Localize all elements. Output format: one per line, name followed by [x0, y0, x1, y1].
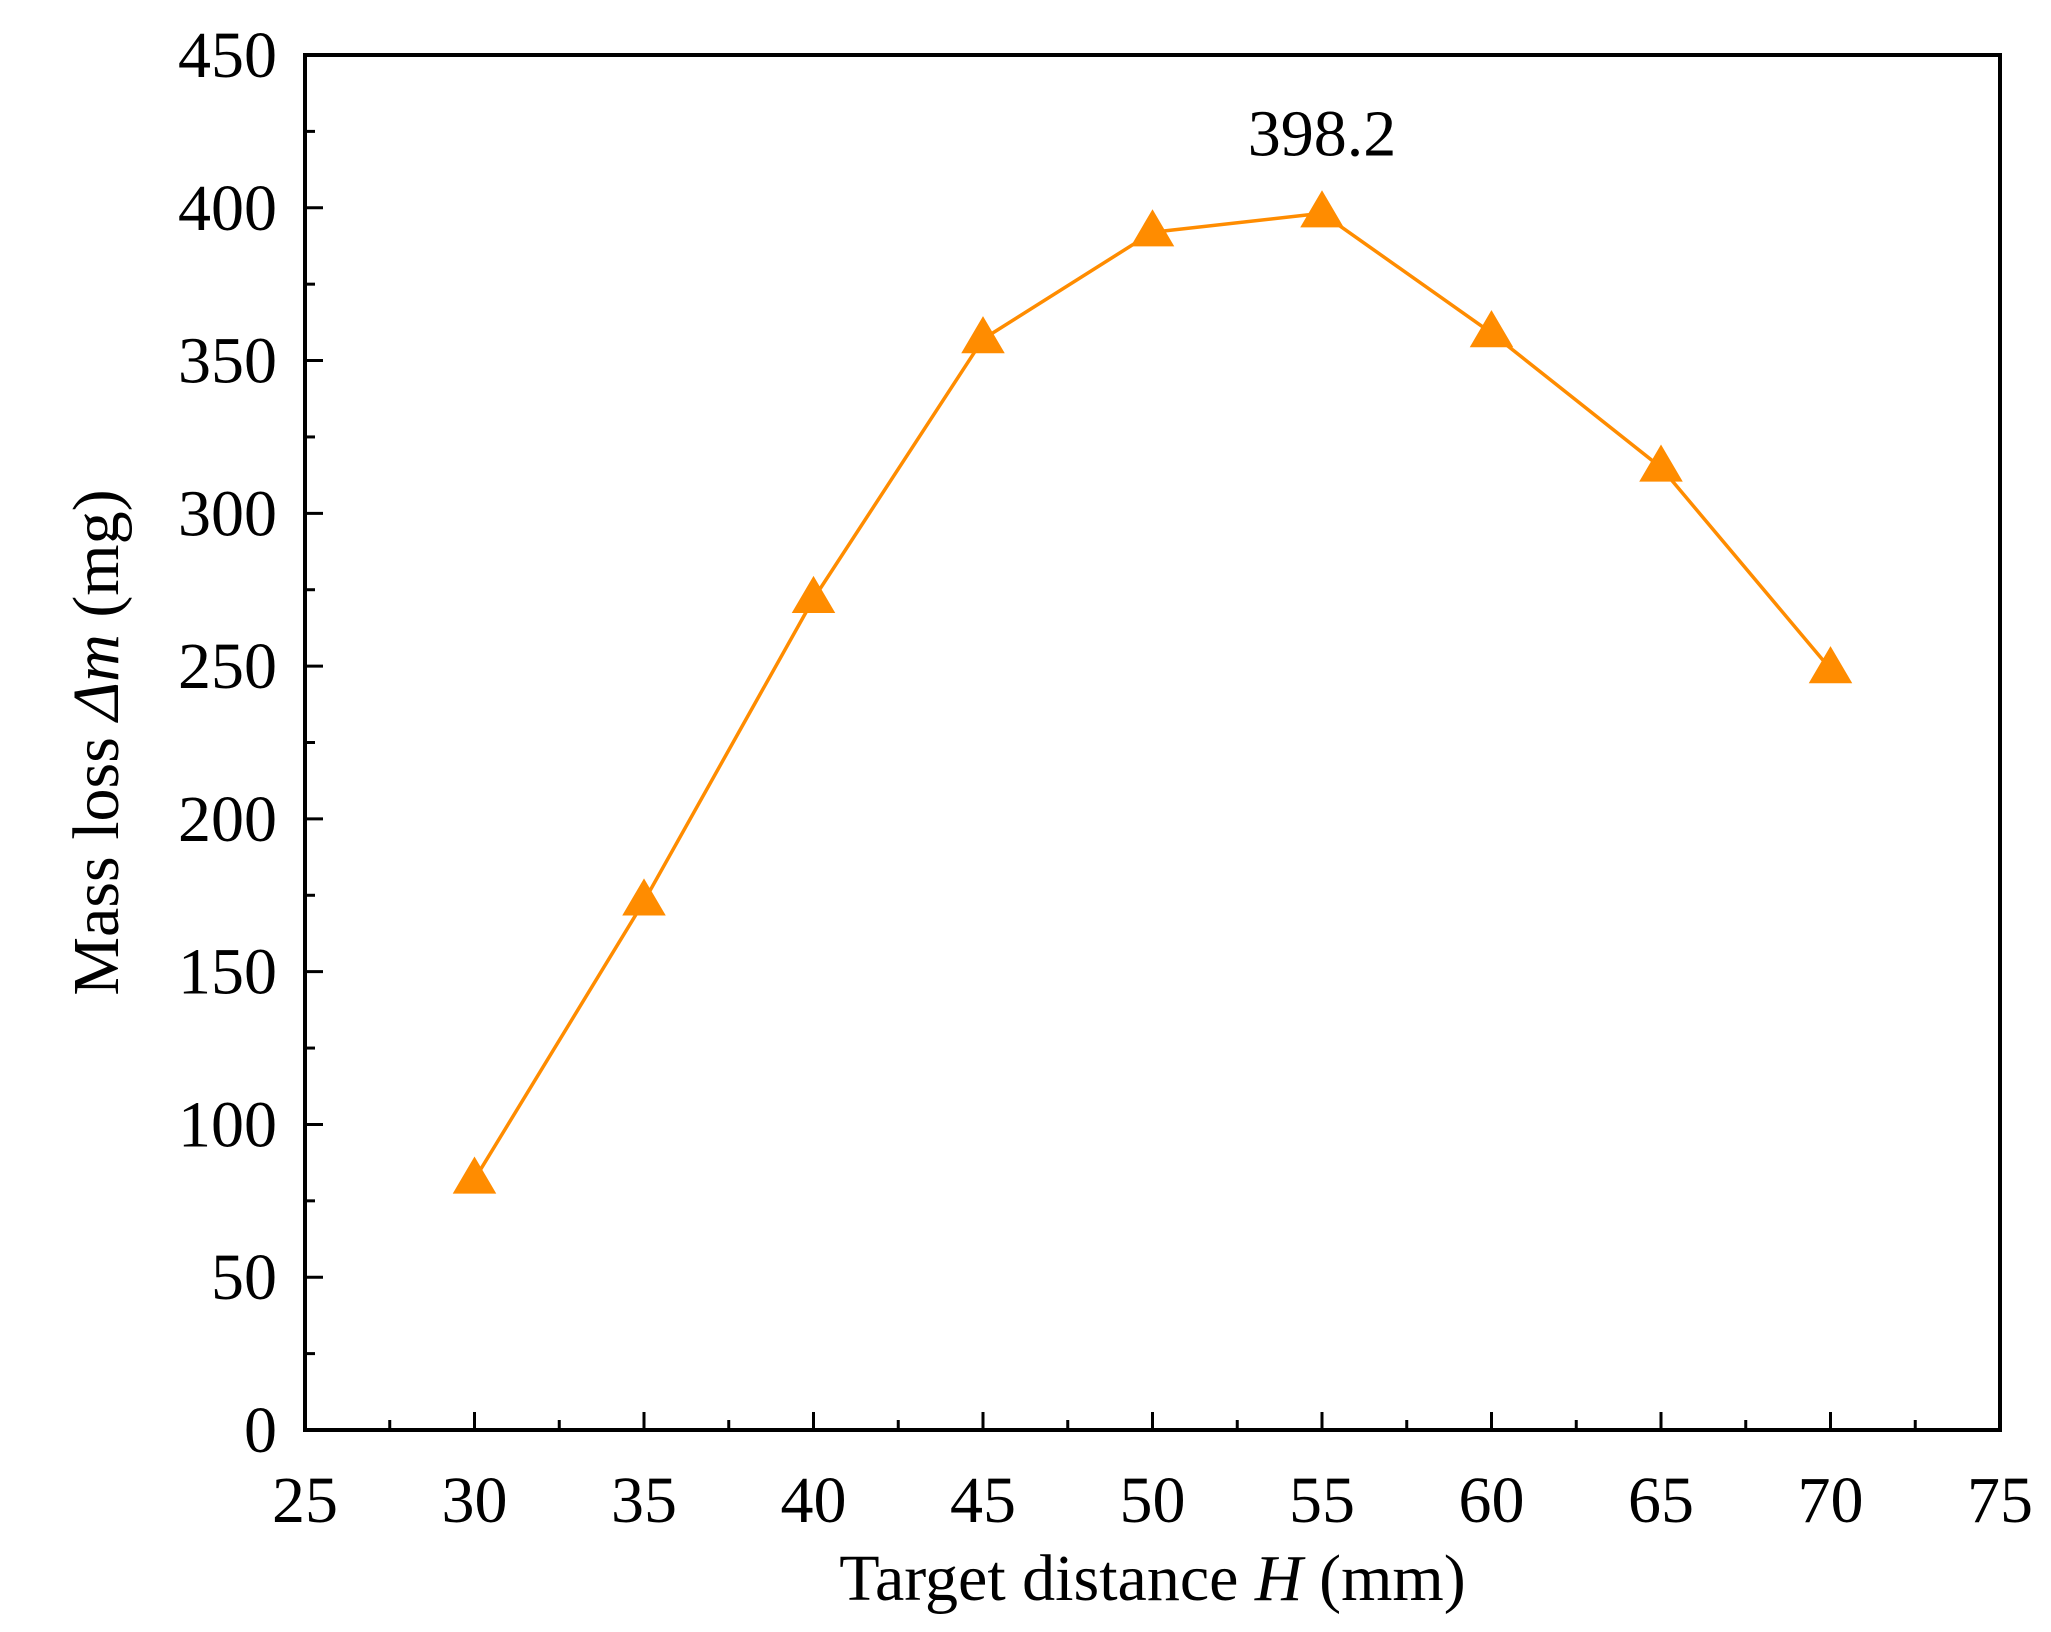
- y-tick-label: 50: [211, 1241, 277, 1314]
- data-point-triangle: [1639, 444, 1683, 482]
- axis-ticks: [303, 53, 2002, 1432]
- y-axis-title: Mass loss Δm (mg): [60, 489, 133, 995]
- x-tick-label: 55: [1289, 1464, 1355, 1537]
- y-tick-label: 0: [244, 1394, 277, 1467]
- peak-value-label: 398.2: [1248, 97, 1397, 170]
- y-tick-label: 200: [178, 783, 277, 856]
- y-tick-label: 150: [178, 936, 277, 1009]
- data-point-triangle: [1300, 190, 1344, 228]
- series-layer: [452, 190, 1853, 1194]
- x-tick-label: 30: [442, 1464, 508, 1537]
- tick-labels: 25 30 35 40 45 50 55 60 65 70 75 0 50 100 150 200 250 300…: [178, 19, 2033, 1537]
- y-tick-label: 250: [178, 630, 277, 703]
- x-tick-label: 50: [1120, 1464, 1186, 1537]
- x-tick-label: 45: [950, 1464, 1016, 1537]
- y-tick-label: 350: [178, 325, 277, 398]
- y-tick-label: 400: [178, 172, 277, 245]
- x-tick-label: 25: [272, 1464, 338, 1537]
- data-point-triangle: [1469, 310, 1514, 348]
- y-axis-title-variable: Δm: [60, 634, 133, 723]
- x-axis-title: Target distance H (mm): [839, 1542, 1465, 1615]
- y-tick-label: 300: [178, 477, 277, 550]
- data-point-triangle: [961, 316, 1005, 354]
- x-tick-label: 70: [1798, 1464, 1864, 1537]
- x-tick-label: 65: [1628, 1464, 1694, 1537]
- data-point-triangle: [452, 1156, 497, 1194]
- y-tick-label: 100: [178, 1088, 277, 1161]
- series-line: [473, 211, 1832, 1181]
- data-point-triangle: [1808, 646, 1853, 684]
- x-axis-title-prefix: Target distance: [839, 1542, 1255, 1615]
- plot-frame: [303, 53, 2002, 1432]
- data-point-triangle: [1130, 209, 1175, 247]
- data-point-triangle: [791, 575, 836, 614]
- x-tick-label: 60: [1459, 1464, 1525, 1537]
- annotations: 398.2: [1248, 97, 1397, 170]
- y-axis-title-unit: (mg): [60, 489, 133, 634]
- x-axis-title-variable: H: [1254, 1542, 1306, 1615]
- x-tick-label: 35: [611, 1464, 677, 1537]
- y-axis-title-prefix: Mass loss: [60, 721, 133, 996]
- x-tick-label: 40: [781, 1464, 847, 1537]
- x-tick-label: 75: [1967, 1464, 2033, 1537]
- x-axis-title-unit: (mm): [1303, 1542, 1466, 1615]
- data-point-triangle: [622, 878, 666, 916]
- y-tick-label: 450: [178, 19, 277, 92]
